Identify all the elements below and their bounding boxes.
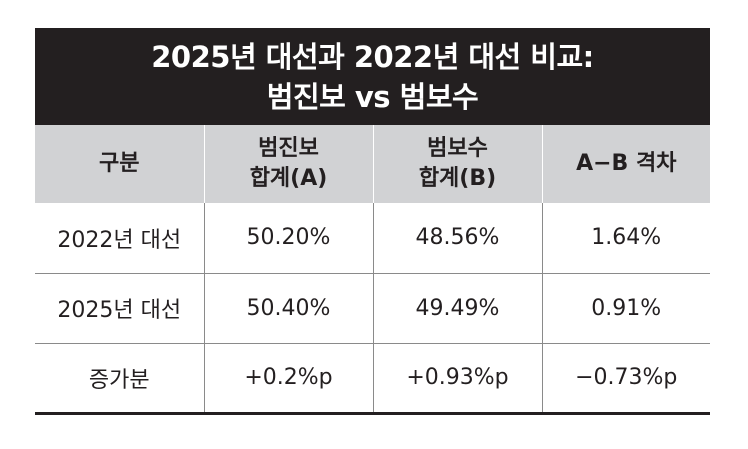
cell-conservative: 48.56% <box>372 203 542 273</box>
row-label: 2025년 대선 <box>57 298 182 323</box>
row-label: 2022년 대선 <box>57 227 182 253</box>
cell-progressive: 50.40% <box>203 273 373 343</box>
header-progressive-line2: 합계(A) <box>249 166 328 191</box>
cell-gap: 0.91% <box>541 273 710 343</box>
header-progressive-total: 범진보 합계(A) <box>203 125 373 203</box>
header-conservative-line2: 합계(B) <box>418 166 497 191</box>
table-row: 2022년 대선 50.20% 48.56% 1.64% <box>35 203 710 273</box>
header-row: 구분 범진보 합계(A) 범보수 합계(B) A−B 격차 <box>35 125 710 203</box>
cell-progressive: 50.20% <box>203 203 373 273</box>
header-category-label: 구분 <box>99 151 140 176</box>
header-conservative-total: 범보수 합계(B) <box>372 125 542 203</box>
header-conservative-line1: 범보수 <box>427 136 488 161</box>
header-gap-label: A−B 격차 <box>576 151 677 176</box>
cell-conservative: 49.49% <box>372 273 542 343</box>
row-label: 증가분 <box>88 367 150 393</box>
table-row: 2025년 대선 50.40% 49.49% 0.91% <box>35 273 710 343</box>
comparison-table-container: 2025년 대선과 2022년 대선 비교: 범진보 vs 범보수 구분 범진보… <box>35 28 710 415</box>
header-category: 구분 <box>35 125 204 203</box>
header-progressive-line1: 범진보 <box>258 136 319 161</box>
header-gap: A−B 격차 <box>541 125 710 203</box>
cell-gap: 1.64% <box>541 203 710 273</box>
title-line-2: 범진보 vs 범보수 <box>266 79 479 114</box>
comparison-table: 구분 범진보 합계(A) 범보수 합계(B) A−B 격차 2022년 대선 5… <box>35 125 710 415</box>
cell-gap: −0.73%p <box>541 343 710 413</box>
title-line-1: 2025년 대선과 2022년 대선 비교: <box>151 39 594 74</box>
cell-conservative: +0.93%p <box>372 343 542 413</box>
cell-progressive: +0.2%p <box>203 343 373 413</box>
table-row: 증가분 +0.2%p +0.93%p −0.73%p <box>35 343 710 413</box>
table-title: 2025년 대선과 2022년 대선 비교: 범진보 vs 범보수 <box>35 28 710 125</box>
